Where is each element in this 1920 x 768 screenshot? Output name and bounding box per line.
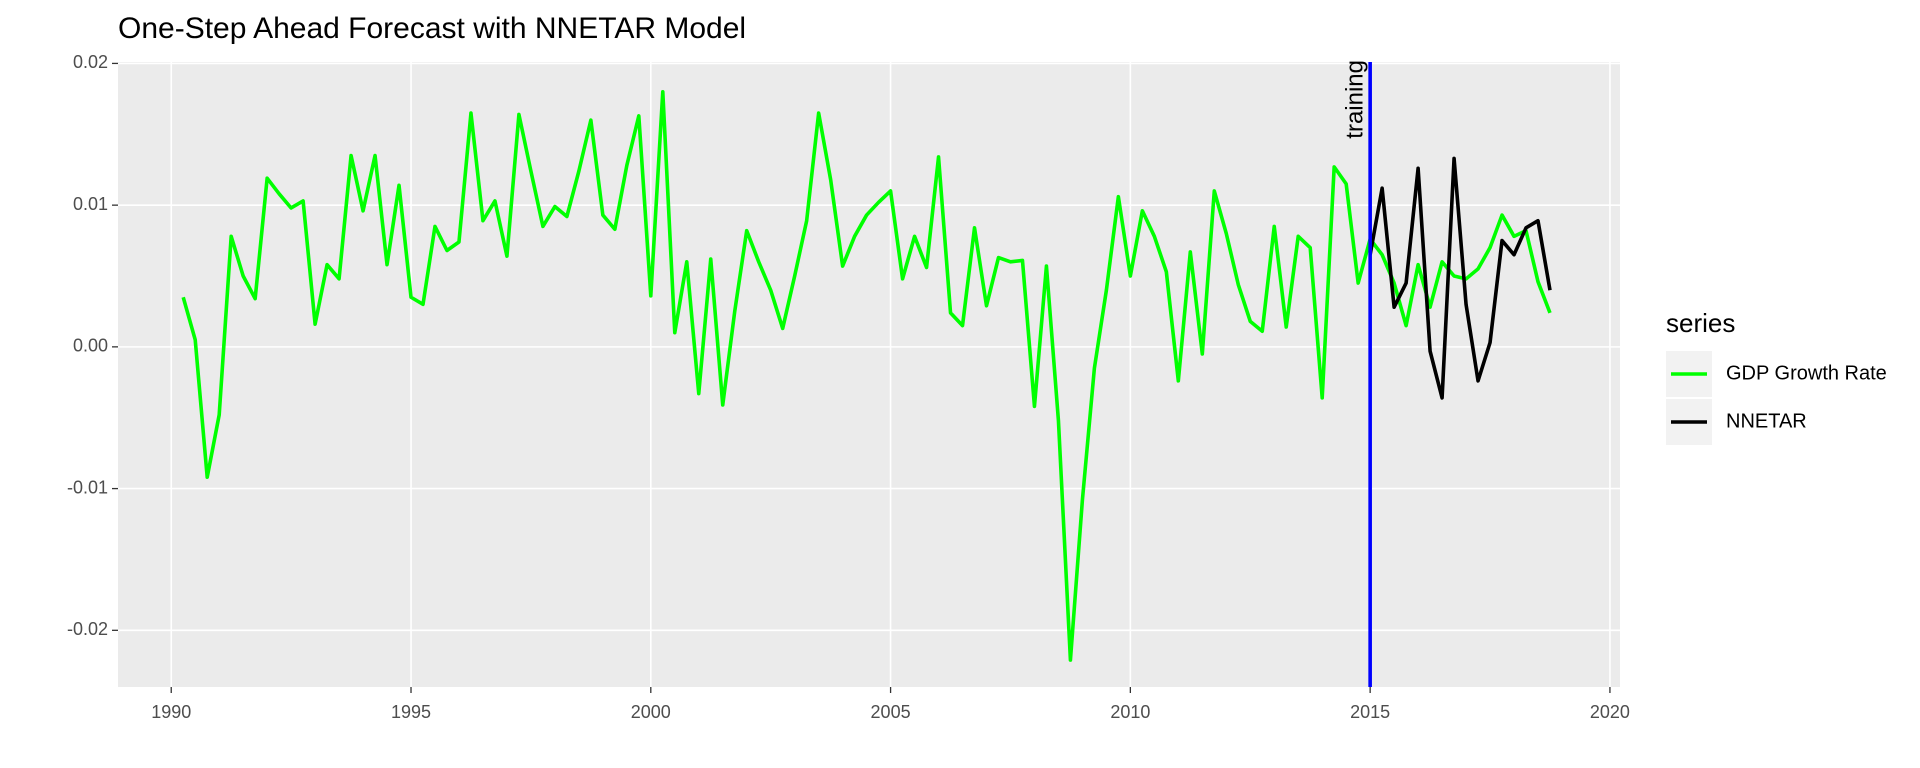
vline-label: training bbox=[1341, 60, 1368, 139]
y-tick-label: 0.00 bbox=[73, 336, 108, 356]
y-tick-label: -0.02 bbox=[67, 619, 108, 639]
x-tick-label: 2005 bbox=[871, 702, 911, 722]
y-tick-label: 0.01 bbox=[73, 194, 108, 214]
y-tick-label: 0.02 bbox=[73, 52, 108, 72]
legend-label: NNETAR bbox=[1726, 410, 1807, 432]
x-tick-label: 1990 bbox=[151, 702, 191, 722]
x-tick-label: 2015 bbox=[1350, 702, 1390, 722]
series-line bbox=[181, 89, 1552, 662]
y-tick-label: -0.01 bbox=[67, 477, 108, 497]
series-line bbox=[1368, 156, 1552, 400]
legend-label: GDP Growth Rate bbox=[1726, 362, 1887, 384]
x-tick-label: 2000 bbox=[631, 702, 671, 722]
legend-title: series bbox=[1666, 308, 1735, 338]
plot-panel bbox=[118, 62, 1620, 687]
x-tick-label: 2020 bbox=[1590, 702, 1630, 722]
x-tick-label: 2010 bbox=[1110, 702, 1150, 722]
x-tick-label: 1995 bbox=[391, 702, 431, 722]
chart-title: One-Step Ahead Forecast with NNETAR Mode… bbox=[118, 12, 746, 45]
